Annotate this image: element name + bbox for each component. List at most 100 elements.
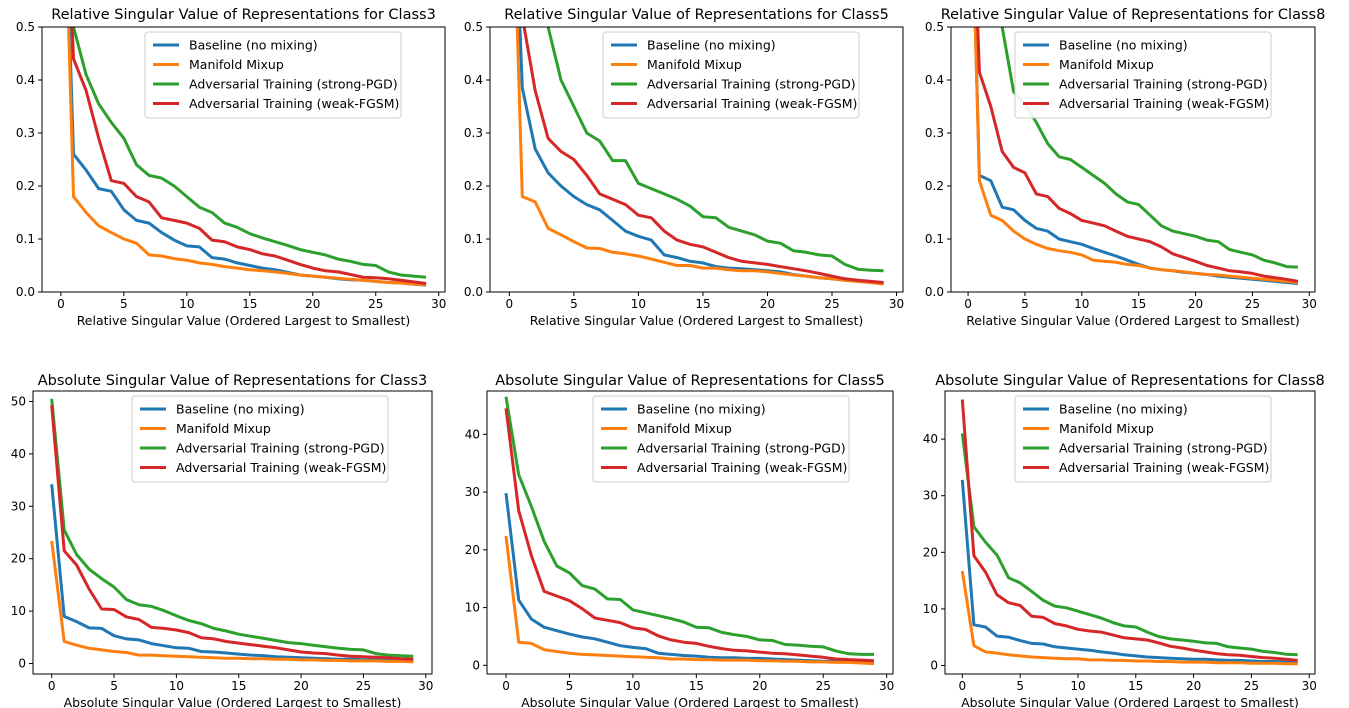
legend-entry: Adversarial Training (strong-PGD) bbox=[1059, 441, 1268, 456]
y-tick-label: 30 bbox=[11, 499, 26, 513]
x-axis-label: Relative Singular Value (Ordered Largest… bbox=[77, 313, 411, 328]
chart-title: Relative Singular Value of Representatio… bbox=[504, 7, 889, 23]
series-line-2 bbox=[504, 535, 875, 666]
y-tick-label: 20 bbox=[465, 543, 480, 557]
chart-panel-absolute-class8: Absolute Singular Value of Representatio… bbox=[917, 354, 1349, 708]
x-tick-label: 0 bbox=[506, 297, 514, 311]
x-tick-label: 20 bbox=[1186, 679, 1201, 693]
series-line-3 bbox=[960, 433, 1298, 657]
x-axis-label: Absolute Singular Value (Ordered Largest… bbox=[961, 695, 1299, 708]
y-tick-label: 0.1 bbox=[464, 232, 483, 246]
y-tick-label: 10 bbox=[465, 601, 480, 615]
x-tick-label: 20 bbox=[752, 679, 767, 693]
legend-entry: Manifold Mixup bbox=[637, 421, 732, 436]
plot-frame bbox=[41, 26, 446, 293]
legend-entry: Adversarial Training (weak-FGSM) bbox=[1059, 460, 1269, 475]
x-tick-label: 15 bbox=[1128, 679, 1143, 693]
x-tick-label: 25 bbox=[1245, 297, 1260, 311]
x-tick-label: 30 bbox=[418, 679, 433, 693]
x-axis-label: Absolute Singular Value (Ordered Largest… bbox=[521, 695, 859, 708]
series-line-3 bbox=[50, 398, 414, 658]
x-tick-label: 10 bbox=[169, 679, 184, 693]
chart-panel-relative-class8: Relative Singular Value of Representatio… bbox=[917, 0, 1349, 354]
x-axis-label: Absolute Singular Value (Ordered Largest… bbox=[64, 695, 402, 708]
y-tick-label: 20 bbox=[11, 552, 26, 566]
y-tick-label: 0 bbox=[930, 659, 938, 673]
y-tick-label: 40 bbox=[465, 427, 480, 441]
x-tick-label: 30 bbox=[1302, 679, 1317, 693]
legend: Baseline (no mixing) Manifold Mixup Advers… bbox=[144, 31, 402, 119]
legend-entry: Manifold Mixup bbox=[1059, 421, 1154, 436]
y-tick-label: 10 bbox=[923, 602, 938, 616]
series-line-4 bbox=[960, 399, 1298, 662]
y-tick-label: 40 bbox=[11, 447, 26, 461]
x-tick-label: 30 bbox=[431, 297, 446, 311]
y-tick-label: 0.0 bbox=[16, 285, 35, 299]
chart-title: Absolute Singular Value of Representatio… bbox=[38, 373, 428, 389]
chart-panel-relative-class5: Relative Singular Value of Representatio… bbox=[458, 0, 907, 354]
legend-box bbox=[602, 31, 860, 119]
x-tick-label: 20 bbox=[293, 679, 308, 693]
legend-box bbox=[592, 395, 850, 483]
legend-entry: Baseline (no mixing) bbox=[176, 402, 305, 417]
plot-frame bbox=[944, 390, 1316, 675]
series-line-2 bbox=[515, 27, 884, 286]
legend: Baseline (no mixing) Manifold Mixup Advers… bbox=[1014, 31, 1272, 119]
x-axis-label: Relative Singular Value (Ordered Largest… bbox=[966, 313, 1300, 328]
x-axis-label: Relative Singular Value (Ordered Largest… bbox=[530, 313, 864, 328]
series-line-4 bbox=[522, 27, 884, 284]
legend: Baseline (no mixing) Manifold Mixup Advers… bbox=[592, 395, 850, 483]
legend-entry: Manifold Mixup bbox=[189, 57, 284, 72]
legend: Baseline (no mixing) Manifold Mixup Advers… bbox=[602, 31, 860, 119]
series-line-4 bbox=[976, 27, 1299, 283]
x-tick-label: 0 bbox=[502, 679, 510, 693]
legend-entry: Adversarial Training (weak-FGSM) bbox=[637, 460, 847, 475]
legend-entry: Adversarial Training (weak-FGSM) bbox=[1059, 96, 1269, 111]
chart-panel-absolute-class3: Absolute Singular Value of Representatio… bbox=[0, 354, 449, 708]
y-tick-label: 0.5 bbox=[925, 20, 944, 34]
legend-entry: Manifold Mixup bbox=[647, 57, 742, 72]
series-line-1 bbox=[504, 493, 874, 664]
x-tick-label: 20 bbox=[305, 297, 320, 311]
legend-entry: Baseline (no mixing) bbox=[1059, 402, 1188, 417]
x-tick-label: 10 bbox=[1074, 297, 1089, 311]
legend-entry: Manifold Mixup bbox=[176, 421, 271, 436]
x-tick-label: 15 bbox=[231, 679, 246, 693]
y-tick-label: 30 bbox=[923, 489, 938, 503]
x-tick-label: 25 bbox=[368, 297, 383, 311]
legend-entry: Baseline (no mixing) bbox=[647, 38, 776, 53]
legend-entry: Adversarial Training (strong-PGD) bbox=[637, 441, 846, 456]
x-tick-label: 20 bbox=[760, 297, 775, 311]
chart-absolute-class5: Absolute Singular Value of Representatio… bbox=[465, 373, 895, 708]
chart-relative-class8: Relative Singular Value of Representatio… bbox=[925, 7, 1326, 328]
legend-entry: Baseline (no mixing) bbox=[637, 402, 766, 417]
x-tick-label: 20 bbox=[1188, 297, 1203, 311]
x-tick-label: 5 bbox=[570, 297, 578, 311]
legend: Baseline (no mixing) Manifold Mixup Advers… bbox=[1014, 395, 1272, 483]
series-line-1 bbox=[50, 484, 414, 663]
legend-entry: Adversarial Training (strong-PGD) bbox=[647, 77, 856, 92]
y-tick-label: 0.4 bbox=[925, 73, 944, 87]
legend-entry: Manifold Mixup bbox=[1059, 57, 1154, 72]
x-tick-label: 0 bbox=[57, 297, 65, 311]
y-tick-label: 0.2 bbox=[925, 179, 944, 193]
series-line-2 bbox=[960, 570, 1298, 666]
legend-box bbox=[131, 395, 389, 483]
y-tick-label: 10 bbox=[11, 604, 26, 618]
y-tick-label: 0.1 bbox=[925, 232, 944, 246]
legend-entry: Baseline (no mixing) bbox=[189, 38, 318, 53]
chart-absolute-class3: Absolute Singular Value of Representatio… bbox=[11, 373, 434, 708]
series-line-4 bbox=[50, 405, 414, 661]
chart-title: Relative Singular Value of Representatio… bbox=[941, 7, 1326, 23]
x-tick-label: 5 bbox=[566, 679, 574, 693]
y-tick-label: 0.0 bbox=[464, 285, 483, 299]
y-tick-label: 0.2 bbox=[16, 179, 35, 193]
x-tick-label: 25 bbox=[356, 679, 371, 693]
y-tick-label: 0 bbox=[18, 657, 26, 671]
x-tick-label: 10 bbox=[179, 297, 194, 311]
y-tick-label: 0.5 bbox=[16, 20, 35, 34]
chart-panel-relative-class3: Relative Singular Value of Representatio… bbox=[0, 0, 449, 354]
plot-frame bbox=[486, 390, 894, 675]
series-line-2 bbox=[67, 27, 427, 287]
y-tick-label: 50 bbox=[11, 394, 26, 408]
